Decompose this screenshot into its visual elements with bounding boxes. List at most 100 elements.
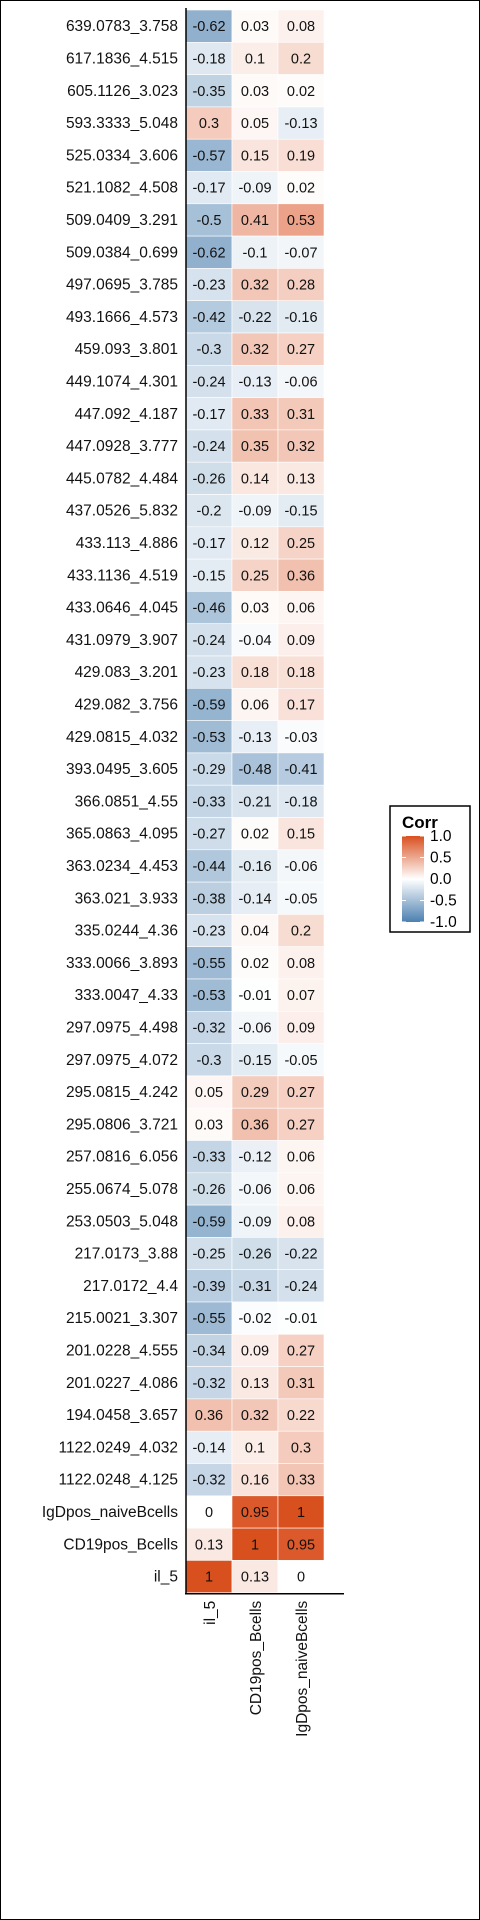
cell-value-label: 0.27: [287, 1085, 315, 1101]
heatmap-cell: [231, 881, 279, 915]
heatmap-cell: [231, 1140, 279, 1174]
heatmap-cell: [277, 1172, 325, 1206]
row-label: 605.1126_3.023: [67, 83, 178, 100]
row-label: 363.0234_4.453: [66, 858, 178, 875]
heatmap-cells: -0.62 0.03 0.08 -0.18 0.1 0.2 -0.35 0.03 0.02 0.3…: [185, 9, 325, 1594]
heatmap-cell: [231, 1075, 279, 1109]
cell-value-label: 0.02: [287, 84, 315, 100]
heatmap-cell: [185, 1430, 233, 1464]
heatmap-cell: [277, 784, 325, 818]
heatmap-cell: [277, 623, 325, 657]
heatmap-cell: [231, 429, 279, 463]
cell-value-label: -0.3: [197, 1053, 222, 1069]
row-label: CD19pos_Bcells: [63, 1536, 178, 1553]
row-label: 295.0806_3.721: [66, 1116, 178, 1133]
row-label: 297.0975_4.072: [66, 1052, 178, 1069]
row-label: 509.0384_0.699: [66, 244, 178, 261]
cell-value-label: -0.35: [192, 84, 225, 100]
heatmap-cell: [231, 720, 279, 754]
row-label: 593.3333_5.048: [66, 115, 178, 132]
heatmap-cell: [277, 946, 325, 980]
heatmap-cell: [277, 687, 325, 721]
heatmap-cell: [277, 171, 325, 205]
heatmap-cell: [277, 1204, 325, 1238]
row-label: 201.0227_4.086: [66, 1375, 178, 1392]
heatmap-cell: [231, 1398, 279, 1432]
cell-value-label: -0.24: [192, 633, 225, 649]
row-label: il_5: [154, 1569, 178, 1586]
row-label: 437.0526_5.832: [66, 503, 178, 520]
heatmap-cell: [231, 494, 279, 528]
cell-value-label: -0.06: [284, 859, 317, 875]
cell-value-label: -0.17: [192, 181, 225, 197]
heatmap-cell: [185, 1398, 233, 1432]
cell-value-label: 0.06: [287, 1182, 315, 1198]
heatmap-cell: [277, 1334, 325, 1367]
cell-value-label: -0.01: [238, 988, 271, 1004]
cell-value-label: -0.62: [192, 245, 225, 261]
heatmap-cell: [185, 235, 233, 269]
cell-value-label: -0.03: [284, 730, 317, 746]
cell-value-label: 0.18: [287, 665, 315, 681]
heatmap-cell: [185, 623, 233, 657]
cell-value-label: 0.27: [287, 1117, 315, 1133]
heatmap-cell: [231, 817, 279, 851]
row-label: 429.082_3.756: [75, 696, 178, 713]
cell-value-label: 0.02: [287, 181, 315, 197]
heatmap-cell: [185, 720, 233, 754]
cell-value-label: -0.32: [192, 1473, 225, 1489]
cell-value-label: -0.15: [238, 1053, 271, 1069]
heatmap-cell: [277, 1269, 325, 1303]
heatmap-cell: [185, 1172, 233, 1206]
row-label: 253.0503_5.048: [66, 1213, 178, 1230]
heatmap-cell: [231, 752, 279, 786]
row-label: 433.1136_4.519: [67, 567, 178, 584]
heatmap-cell: [185, 397, 233, 431]
heatmap-cell: [277, 268, 325, 301]
heatmap-cell: [185, 1237, 233, 1271]
heatmap-cell: [277, 1237, 325, 1271]
row-label: 217.0173_3.88: [75, 1246, 178, 1263]
cell-value-label: -0.05: [284, 891, 317, 907]
cell-value-label: 0.06: [287, 601, 315, 617]
cell-value-label: -0.22: [284, 1247, 317, 1263]
cell-value-label: -0.55: [192, 1311, 225, 1327]
cell-value-label: 0.1: [245, 1440, 265, 1456]
row-label: 459.093_3.801: [75, 341, 178, 358]
cell-value-label: -0.1: [243, 245, 268, 261]
row-label: 509.0409_3.291: [66, 212, 178, 229]
cell-value-label: -0.23: [192, 278, 225, 294]
heatmap-cell: [231, 687, 279, 721]
heatmap-cell: [185, 1269, 233, 1303]
cell-value-label: -0.16: [238, 859, 271, 875]
cell-value-label: -0.22: [238, 310, 271, 326]
cell-value-label: -0.15: [284, 504, 317, 520]
cell-value-label: -0.42: [192, 310, 225, 326]
row-label: 431.0979_3.907: [66, 632, 178, 649]
cell-value-label: 0.07: [287, 988, 315, 1004]
cell-value-label: -0.07: [284, 245, 317, 261]
heatmap-cell: [231, 1366, 279, 1400]
row-label: 365.0863_4.095: [66, 826, 178, 843]
row-label: 217.0172_4.4: [83, 1278, 178, 1295]
cell-value-label: 0.22: [287, 1408, 315, 1424]
heatmap-cell: [185, 1560, 233, 1594]
cell-value-label: -0.24: [284, 1279, 317, 1295]
cell-value-label: -0.5: [197, 213, 222, 229]
cell-value-label: -0.06: [284, 374, 317, 390]
cell-value-label: -0.13: [238, 374, 271, 390]
cell-value-label: -0.26: [238, 1247, 271, 1263]
heatmap-cell: [185, 9, 233, 43]
legend-tick-label: -1.0: [430, 914, 457, 931]
cell-value-label: -0.23: [192, 665, 225, 681]
cell-value-label: 0.13: [241, 1570, 269, 1586]
heatmap-cell: [231, 526, 279, 560]
cell-value-label: 0.3: [199, 116, 219, 132]
cell-value-label: 0.32: [241, 1408, 269, 1424]
cell-value-label: -0.09: [238, 504, 271, 520]
cell-value-label: 0.1: [245, 51, 265, 67]
heatmap-cell: [277, 558, 325, 592]
heatmap-cell: [231, 364, 279, 398]
legend: Corr 1.0 0.5 0.0 -0.5 -1.0: [389, 805, 471, 933]
heatmap-cell: [231, 849, 279, 883]
